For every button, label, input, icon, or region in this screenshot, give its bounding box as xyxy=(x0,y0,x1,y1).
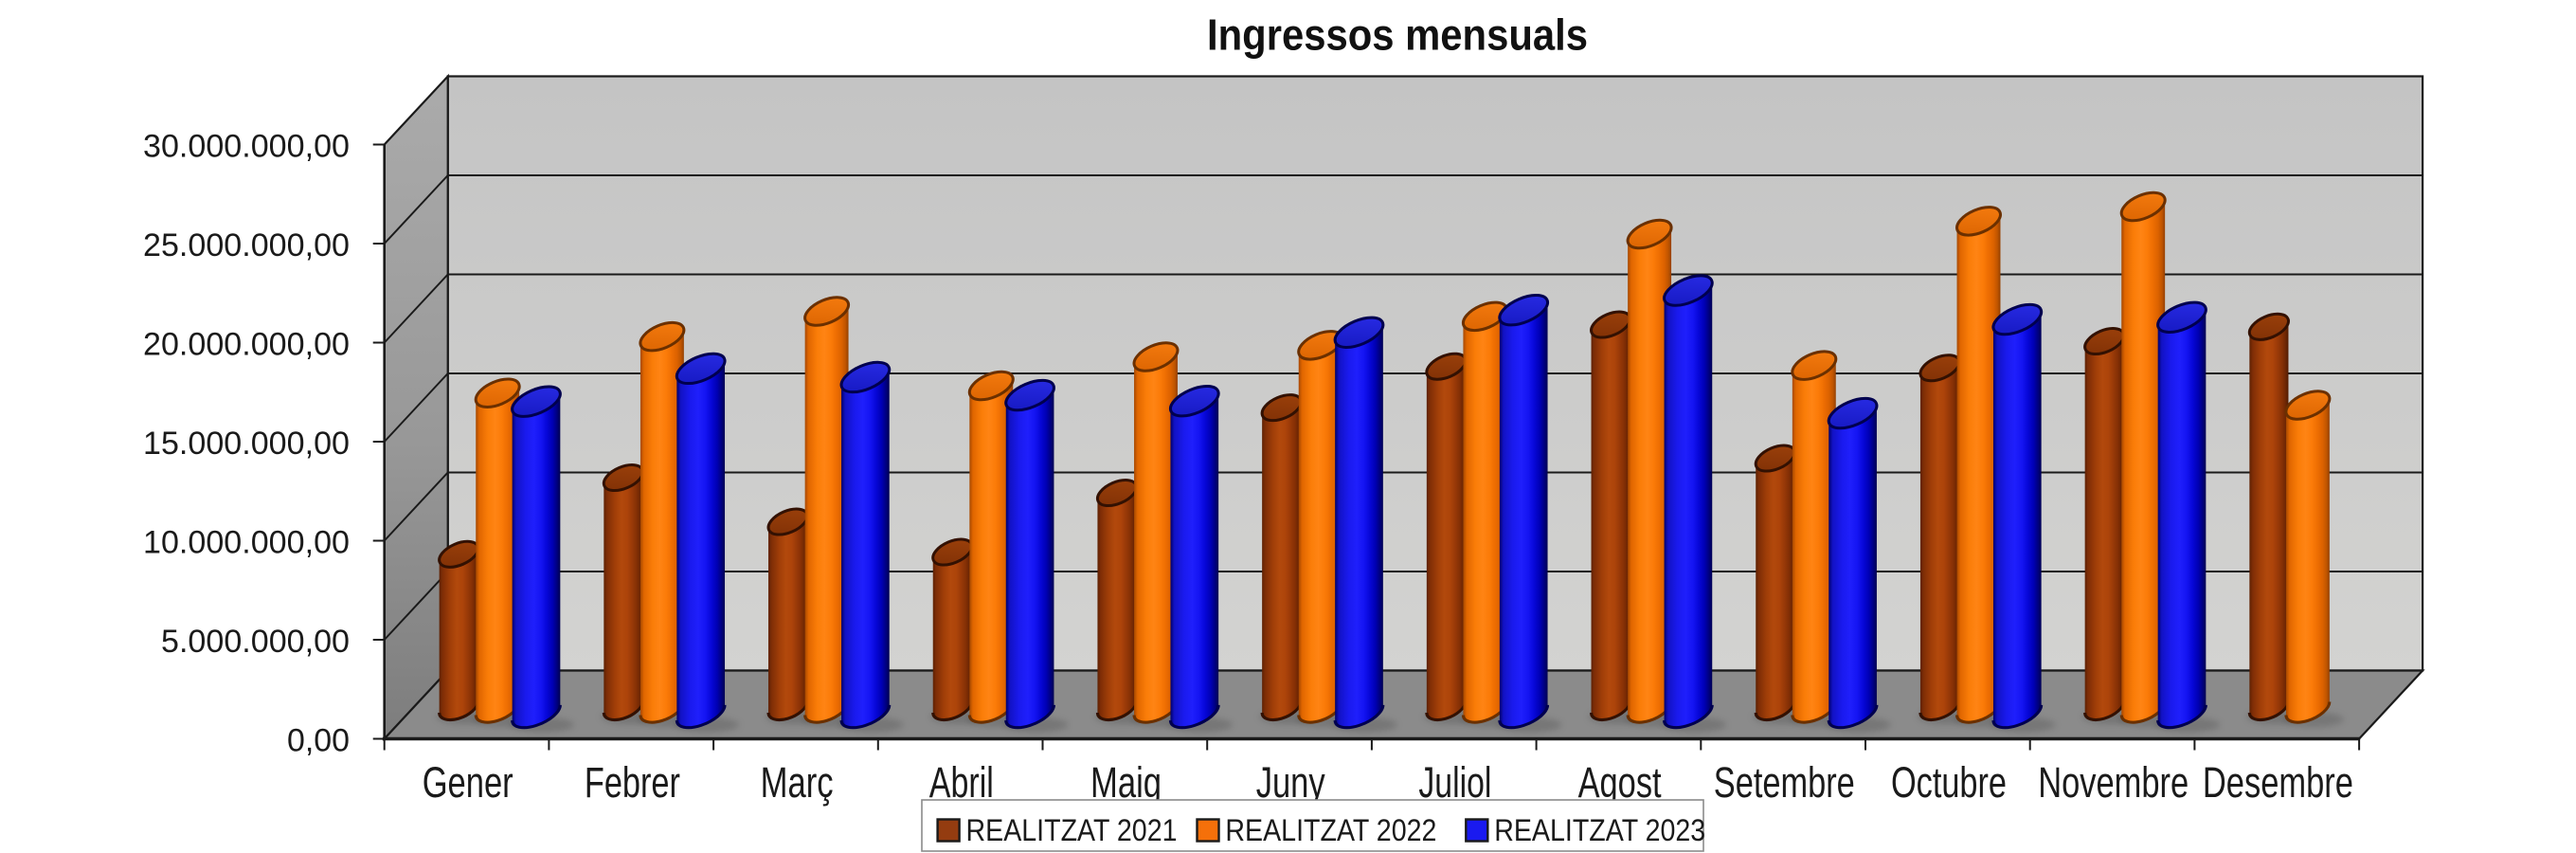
svg-text:5.000.000,00: 5.000.000,00 xyxy=(161,624,350,660)
svg-text:Febrer: Febrer xyxy=(585,758,680,807)
svg-text:Juny: Juny xyxy=(1256,758,1325,807)
svg-text:15.000.000,00: 15.000.000,00 xyxy=(143,426,350,462)
svg-text:0,00: 0,00 xyxy=(287,723,350,759)
svg-text:30.000.000,00: 30.000.000,00 xyxy=(143,129,350,165)
svg-text:Juliol: Juliol xyxy=(1418,758,1491,807)
svg-text:Maig: Maig xyxy=(1090,758,1162,807)
svg-text:10.000.000,00: 10.000.000,00 xyxy=(143,525,350,561)
svg-text:Novembre: Novembre xyxy=(2038,758,2189,807)
svg-text:25.000.000,00: 25.000.000,00 xyxy=(143,227,350,263)
svg-text:REALITZAT 2022: REALITZAT 2022 xyxy=(1225,813,1436,847)
svg-text:Març: Març xyxy=(761,758,834,807)
svg-text:Ingressos mensuals: Ingressos mensuals xyxy=(1207,10,1588,60)
svg-text:REALITZAT 2023: REALITZAT 2023 xyxy=(1494,813,1705,847)
svg-text:20.000.000,00: 20.000.000,00 xyxy=(143,327,350,363)
svg-text:Desembre: Desembre xyxy=(2203,758,2353,807)
svg-text:REALITZAT 2021: REALITZAT 2021 xyxy=(966,813,1178,847)
svg-text:Gener: Gener xyxy=(423,758,513,807)
svg-text:Octubre: Octubre xyxy=(1891,758,2007,807)
svg-text:Abril: Abril xyxy=(929,758,994,807)
svg-text:Setembre: Setembre xyxy=(1714,758,1855,807)
svg-text:Agost: Agost xyxy=(1578,758,1662,807)
